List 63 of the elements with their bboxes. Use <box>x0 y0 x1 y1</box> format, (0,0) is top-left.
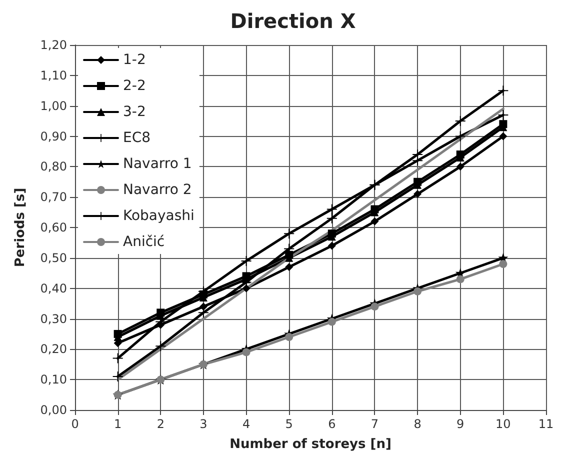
legend-label: Navarro 2 <box>123 182 192 198</box>
x-axis-title: Number of storeys [n] <box>230 437 392 452</box>
point <box>498 110 508 120</box>
point <box>498 86 508 96</box>
point <box>156 341 166 352</box>
y-tick-label: 0,10 <box>40 372 67 387</box>
y-tick-label: 1,10 <box>40 68 67 82</box>
point <box>370 302 379 311</box>
x-tick-label: 10 <box>496 417 511 431</box>
point <box>112 353 123 364</box>
x-tick-label: 7 <box>370 417 379 431</box>
point <box>242 348 250 356</box>
y-tick-label: 0,00 <box>40 403 67 417</box>
y-tick-label: 0,60 <box>40 220 67 234</box>
legend-label: EC8 <box>123 130 151 146</box>
point <box>285 263 294 272</box>
x-tick-label: 2 <box>156 417 164 431</box>
point <box>284 228 294 239</box>
point <box>412 150 423 160</box>
point <box>328 318 336 326</box>
point <box>456 275 464 284</box>
x-tick-label: 11 <box>538 417 554 431</box>
point <box>328 242 336 250</box>
point <box>326 213 337 224</box>
y-tick-label: 0,40 <box>40 281 67 296</box>
point <box>455 116 466 126</box>
legend-label: Navarro 1 <box>123 156 192 172</box>
legend-label: Kobayashi <box>123 208 194 224</box>
x-tick-label: 5 <box>285 417 293 431</box>
point <box>285 333 294 341</box>
x-tick-label: 6 <box>328 417 336 431</box>
y-tick-label: 1,20 <box>40 38 67 52</box>
x-tick-label: 9 <box>456 417 464 431</box>
y-tick-label: 0,80 <box>40 160 67 174</box>
y-tick-label: 0,30 <box>40 312 67 326</box>
x-tick-label: 1 <box>114 417 122 431</box>
point <box>455 131 466 142</box>
y-axis-title: Periods [s] <box>13 188 28 268</box>
point <box>370 217 379 226</box>
point <box>326 204 337 214</box>
point <box>456 162 464 171</box>
legend-label: 1-2 <box>123 52 146 68</box>
point <box>499 260 508 268</box>
legend-label: 2-2 <box>123 78 146 94</box>
y-tick-label: 0,50 <box>40 250 67 265</box>
x-tick-label: 0 <box>71 417 79 431</box>
point <box>242 284 250 292</box>
y-tick-label: 0,70 <box>40 190 67 204</box>
point <box>414 287 422 296</box>
point <box>199 302 208 311</box>
y-tick-label: 0,20 <box>40 342 67 356</box>
y-tick-label: 1,00 <box>40 98 67 113</box>
x-tick-label: 8 <box>414 417 422 431</box>
point <box>499 132 508 140</box>
point <box>241 256 252 266</box>
point <box>112 372 123 382</box>
legend-label: 3-2 <box>123 104 146 120</box>
y-tick-label: 0,90 <box>40 129 67 144</box>
x-tick-label: 3 <box>200 417 208 431</box>
legend-label: Aničić <box>123 234 165 250</box>
x-tick-label: 4 <box>242 417 250 431</box>
point <box>414 190 422 198</box>
chart-title: Direction X <box>230 9 356 33</box>
